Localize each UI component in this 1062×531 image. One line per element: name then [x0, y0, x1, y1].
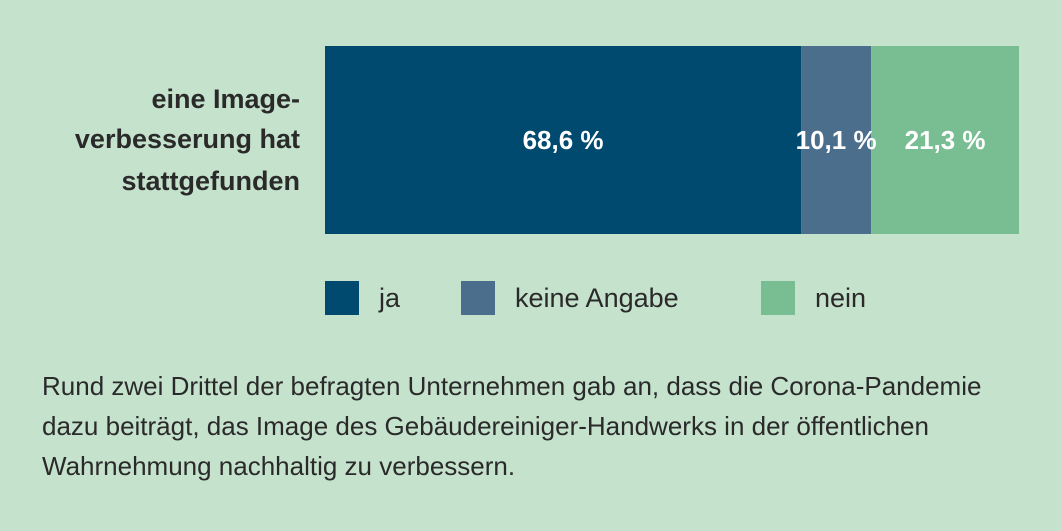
bar-segment-keine-angabe [801, 46, 872, 234]
data-label-keine-angabe: 10,1 % [796, 125, 877, 155]
stacked-bar-chart: eine Image-verbesserung hat stattgefunden… [75, 46, 1019, 315]
category-label-text: eine Image-verbesserung hat stattgefunden [75, 84, 300, 196]
legend-swatch-keine-angabe [461, 281, 495, 315]
caption-text: Rund zwei Drittel der befragten Unterneh… [42, 371, 982, 481]
category-label-line: verbesserung hat [75, 124, 300, 154]
category-label: eine Image-verbesserung hat stattgefunden [75, 84, 300, 196]
legend-label-nein: nein [815, 283, 866, 313]
legend: ja keine Angabe nein [325, 281, 866, 315]
legend-swatch-nein [761, 281, 795, 315]
bar-segment-ja [325, 46, 802, 234]
data-labels: 68,6 % 10,1 % 21,3 % [523, 125, 986, 155]
bar-segments [325, 46, 1019, 234]
data-label-ja: 68,6 % [523, 125, 604, 155]
data-label-nein: 21,3 % [905, 125, 986, 155]
bar-segment-nein [871, 46, 1019, 234]
category-label-line: eine Image- [151, 84, 300, 114]
legend-swatch-ja [325, 281, 359, 315]
legend-label-keine-angabe: keine Angabe [515, 283, 679, 313]
category-label-line: stattgefunden [122, 166, 301, 196]
legend-label-ja: ja [378, 283, 401, 313]
